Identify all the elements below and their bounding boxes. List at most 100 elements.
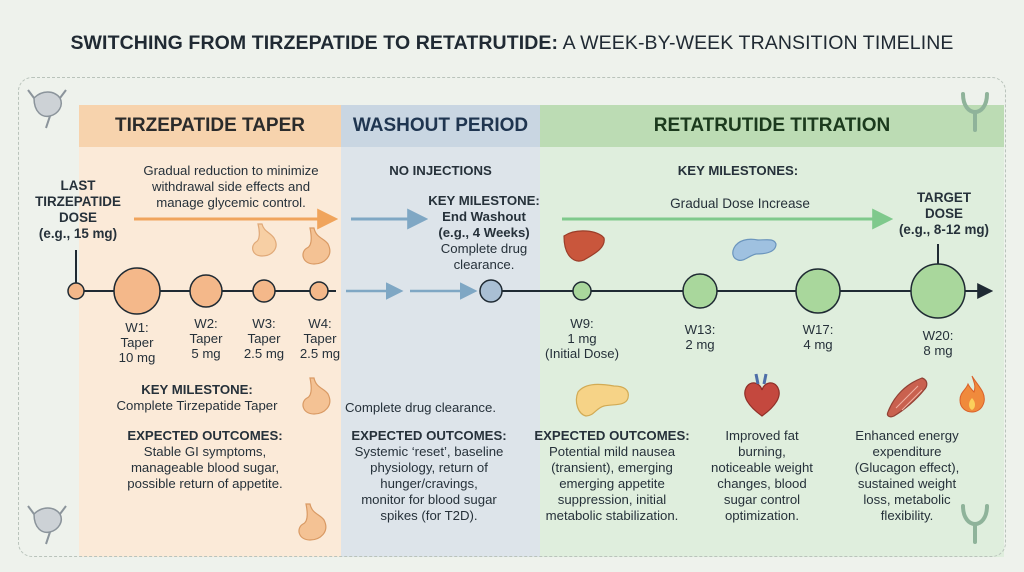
stomach-icon xyxy=(252,223,277,257)
titration-outcomes-1: EXPECTED OUTCOMES: Potential mild nausea… xyxy=(526,428,698,524)
week-label-w3: W3: Taper 2.5 mg xyxy=(234,316,294,361)
taper-milestone-text: Complete Tirzepatide Taper xyxy=(116,398,278,413)
taper-milestone: KEY MILESTONE: Complete Tirzepatide Tape… xyxy=(82,382,312,414)
week-detail: Taper xyxy=(189,331,223,346)
washout-milestone-text: clearance. xyxy=(453,257,515,272)
titration-outcomes-title: EXPECTED OUTCOMES: xyxy=(534,428,690,443)
titration-outcomes-2: Improved fat burning, noticeable weight … xyxy=(696,428,828,524)
outcome-line: loss, metabolic xyxy=(863,492,951,507)
neuron-icon xyxy=(27,89,67,129)
outcome-line: Enhanced energy xyxy=(855,428,959,443)
brand-logo-icon xyxy=(961,92,989,132)
outcome-line: optimization. xyxy=(724,508,800,523)
outcome-line: physiology, return of xyxy=(370,460,488,475)
pancreas-icon xyxy=(575,383,629,417)
washout-milestone-name: End Washout xyxy=(442,209,526,224)
outcome-line: possible return of appetite. xyxy=(127,476,283,491)
taper-outcomes: EXPECTED OUTCOMES: Stable GI symptoms, m… xyxy=(82,428,328,492)
flame-icon xyxy=(959,375,985,413)
week-detail: Taper xyxy=(120,335,154,350)
taper-phase-band xyxy=(79,105,341,557)
taper-description: Gradual reduction to minimize withdrawal… xyxy=(122,163,340,211)
outcome-line: emerging appetite xyxy=(559,476,665,491)
week-detail: 1 mg xyxy=(567,331,597,346)
week-number: W4: xyxy=(308,316,332,331)
washout-outcomes: EXPECTED OUTCOMES: Systemic ‘reset’, bas… xyxy=(340,428,518,524)
week-number: W17: xyxy=(802,322,834,337)
page-title: SWITCHING FROM TIRZEPATIDE TO RETATRUTID… xyxy=(0,32,1024,55)
washout-outcomes-title: EXPECTED OUTCOMES: xyxy=(351,428,507,443)
start-dose-label: LAST TIRZEPATIDE DOSE (e.g., 15 mg) xyxy=(22,178,134,242)
titration-outcomes-3: Enhanced energy expenditure (Glucagon ef… xyxy=(832,428,982,524)
washout-phase-band xyxy=(341,105,540,557)
week-number: W2: xyxy=(194,316,218,331)
node-w2 xyxy=(189,274,223,308)
node-w9 xyxy=(572,281,592,301)
outcome-line: noticeable weight xyxy=(711,460,813,475)
outcome-line: manageable blood sugar, xyxy=(130,460,280,475)
washout-milestone: KEY MILESTONE: End Washout (e.g., 4 Week… xyxy=(420,193,548,273)
diagram-frame xyxy=(18,77,1006,557)
node-w13 xyxy=(682,273,718,309)
outcome-line: Improved fat xyxy=(725,428,799,443)
week-detail: Taper xyxy=(303,331,337,346)
titration-arrow-label: Gradual Dose Increase xyxy=(670,196,810,211)
week-detail: 2.5 mg xyxy=(299,346,341,361)
week-number: W9: xyxy=(570,316,594,331)
week-number: W13: xyxy=(684,322,716,337)
taper-outcomes-title: EXPECTED OUTCOMES: xyxy=(127,428,283,443)
week-label-w9: W9: 1 mg (Initial Dose) xyxy=(532,316,632,361)
week-detail: 2 mg xyxy=(685,337,715,352)
week-label-w2: W2: Taper 5 mg xyxy=(176,316,236,361)
node-end-washout xyxy=(479,279,503,303)
stomach-icon xyxy=(298,503,327,541)
outcome-line: (transient), emerging xyxy=(551,460,673,475)
target-line-2: DOSE xyxy=(925,206,963,221)
stomach-icon xyxy=(302,377,331,415)
taper-desc-line: withdrawal side effects and xyxy=(151,179,311,194)
outcome-line: (Glucagon effect), xyxy=(854,460,960,475)
week-detail: 2.5 mg xyxy=(243,346,285,361)
week-detail: 4 mg xyxy=(803,337,833,352)
washout-header: WASHOUT PERIOD xyxy=(341,105,540,147)
taper-milestone-title: KEY MILESTONE: xyxy=(141,382,253,397)
week-label-w13: W13: 2 mg xyxy=(670,322,730,352)
week-detail: 10 mg xyxy=(118,350,156,365)
muscle-icon xyxy=(886,377,928,418)
taper-header: TIRZEPATIDE TAPER xyxy=(79,105,341,147)
titration-header: RETATRUTIDE TITRATION xyxy=(540,105,1004,147)
week-detail: Taper xyxy=(247,331,281,346)
washout-clearance-note: Complete drug clearance. xyxy=(345,400,497,415)
target-dose-label: TARGET DOSE (e.g., 8-12 mg) xyxy=(888,190,1000,238)
start-line-3: DOSE xyxy=(59,210,97,225)
week-label-w1: W1: Taper 10 mg xyxy=(107,320,167,365)
node-start xyxy=(67,282,85,300)
washout-milestone-title: KEY MILESTONE: xyxy=(428,193,540,208)
outcome-line: sustained weight xyxy=(857,476,957,491)
washout-milestone-when: (e.g., 4 Weeks) xyxy=(438,225,530,240)
outcome-line: hunger/cravings, xyxy=(380,476,478,491)
titration-phase-band xyxy=(540,105,1004,557)
brand-logo-icon xyxy=(961,504,989,544)
neuron-icon xyxy=(27,505,67,545)
titration-milestones-title: KEY MILESTONES: xyxy=(677,163,799,178)
node-w1 xyxy=(113,267,161,315)
node-w17 xyxy=(795,268,841,314)
node-w4 xyxy=(309,281,329,301)
week-number: W20: xyxy=(922,328,954,343)
node-w20 xyxy=(910,263,966,319)
outcome-line: Stable GI symptoms, xyxy=(143,444,267,459)
taper-desc-line: Gradual reduction to minimize xyxy=(143,163,319,178)
outcome-line: Potential mild nausea xyxy=(548,444,676,459)
target-example: (e.g., 8-12 mg) xyxy=(898,222,990,237)
start-example: (e.g., 15 mg) xyxy=(38,226,118,241)
heart-icon xyxy=(744,373,780,417)
no-injections-label: NO INJECTIONS xyxy=(389,163,492,178)
node-w3 xyxy=(252,279,276,303)
outcome-line: expenditure xyxy=(872,444,942,459)
outcome-line: suppression, initial xyxy=(557,492,667,507)
week-detail: 5 mg xyxy=(191,346,221,361)
outcome-line: sugar control xyxy=(723,492,801,507)
title-bold: SWITCHING FROM TIRZEPATIDE TO RETATRUTID… xyxy=(70,32,559,54)
